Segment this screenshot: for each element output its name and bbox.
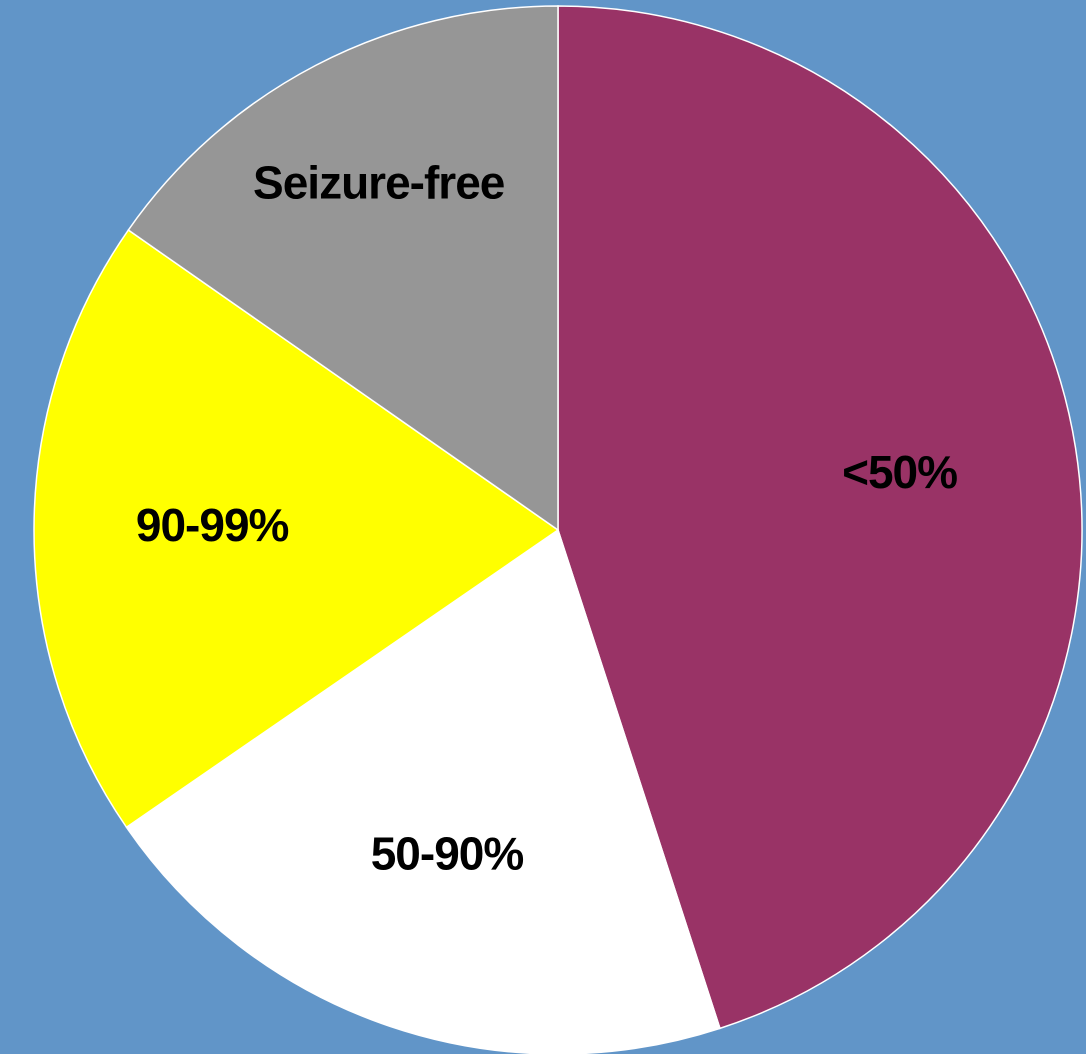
slice-label: Seizure-free [253,156,505,208]
pie-slice [557,5,1083,1030]
slice-label: <50% [842,446,957,498]
pie-slice [125,528,721,1054]
pie-slice [33,229,560,829]
slice-label: 90-99% [136,499,289,551]
pie-slice [127,5,559,532]
slice-label: 50-90% [371,828,524,880]
